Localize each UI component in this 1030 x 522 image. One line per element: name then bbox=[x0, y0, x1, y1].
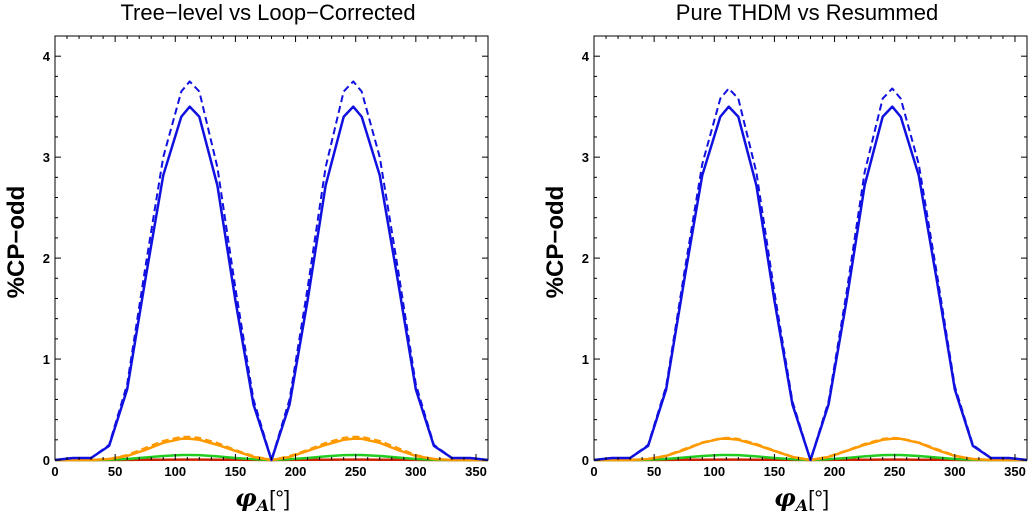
y-axis-label: %CP−odd bbox=[3, 186, 30, 299]
x-axis-label-unit: [°] bbox=[808, 486, 829, 511]
x-tick-label: 50 bbox=[647, 464, 661, 479]
x-tick-label: 150 bbox=[225, 464, 247, 479]
x-ticks: 0 50 100 150 200 250 300 350 bbox=[51, 36, 487, 479]
series-layer bbox=[593, 87, 1028, 462]
y-tick-label: 2 bbox=[43, 251, 50, 266]
chart-panel-right: Pure THDM vs Resummed 0 50 100 150 200 250 300… bbox=[542, 0, 1028, 515]
x-tick-label: 250 bbox=[884, 464, 906, 479]
y-ticks: 0 1 2 3 4 bbox=[582, 49, 1027, 468]
chart-title: Tree−level vs Loop−Corrected bbox=[120, 0, 415, 25]
x-tick-label: 0 bbox=[51, 464, 58, 479]
y-tick-label: 4 bbox=[43, 49, 51, 64]
x-ticks: 0 50 100 150 200 250 300 350 bbox=[590, 36, 1026, 479]
y-ticks: 0 1 2 3 4 bbox=[43, 49, 488, 468]
y-tick-label: 0 bbox=[43, 453, 50, 468]
x-axis-label-subscript: A bbox=[255, 496, 269, 515]
chart-title: Pure THDM vs Resummed bbox=[676, 0, 938, 25]
x-tick-label: 250 bbox=[345, 464, 367, 479]
x-tick-label: 200 bbox=[285, 464, 307, 479]
y-tick-label: 3 bbox=[43, 150, 50, 165]
series-line bbox=[593, 87, 1028, 461]
plot-frame bbox=[54, 35, 489, 461]
x-tick-label: 100 bbox=[703, 464, 725, 479]
x-axis-label-symbol: φ bbox=[774, 483, 796, 512]
y-tick-label: 0 bbox=[582, 453, 589, 468]
x-tick-label: 50 bbox=[108, 464, 122, 479]
x-tick-label: 150 bbox=[764, 464, 786, 479]
x-axis-label-unit: [°] bbox=[269, 486, 290, 511]
x-tick-label: 300 bbox=[405, 464, 427, 479]
series-line bbox=[54, 80, 489, 461]
x-axis-label-subscript: A bbox=[794, 496, 808, 515]
x-tick-label: 200 bbox=[824, 464, 846, 479]
x-tick-label: 350 bbox=[465, 464, 487, 479]
chart-panel-left: Tree−level vs Loop−Corrected 0 50 100 150 20… bbox=[3, 0, 489, 515]
y-tick-label: 4 bbox=[582, 49, 590, 64]
y-tick-label: 1 bbox=[43, 352, 50, 367]
series-line bbox=[54, 105, 489, 462]
x-tick-label: 100 bbox=[164, 464, 186, 479]
x-tick-label: 350 bbox=[1004, 464, 1026, 479]
plot-frame bbox=[593, 35, 1028, 461]
y-tick-label: 1 bbox=[582, 352, 589, 367]
x-axis-label-symbol: φ bbox=[235, 483, 257, 512]
y-tick-label: 2 bbox=[582, 251, 589, 266]
series-layer bbox=[54, 80, 489, 462]
x-axis-label: φA[°] bbox=[774, 483, 829, 515]
x-axis-label: φA[°] bbox=[235, 483, 290, 515]
y-tick-label: 3 bbox=[582, 150, 589, 165]
x-tick-label: 0 bbox=[590, 464, 597, 479]
y-axis-label: %CP−odd bbox=[542, 186, 569, 299]
x-tick-label: 300 bbox=[944, 464, 966, 479]
